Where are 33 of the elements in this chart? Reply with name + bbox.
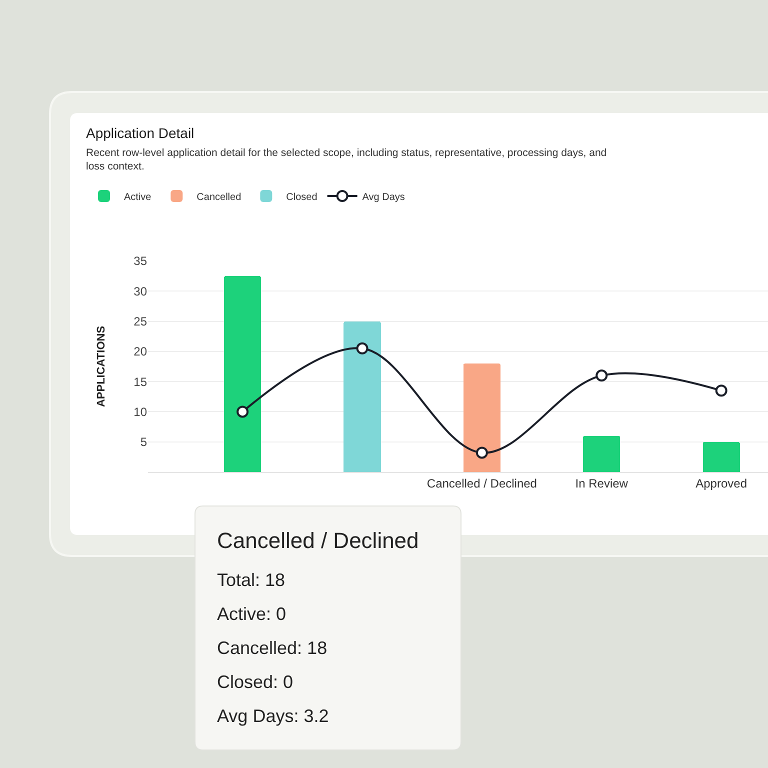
point — [476, 446, 488, 459]
x-tick-label: In Review — [575, 476, 628, 490]
bar — [583, 436, 620, 472]
text: Cancelled: 18 — [217, 638, 328, 658]
legend-label: Active — [124, 192, 152, 203]
point — [715, 384, 728, 397]
y-tick-label: 35 — [134, 254, 148, 268]
text: Cancelled / Declined — [217, 528, 419, 553]
bar — [463, 363, 500, 472]
chart-title: Application Detail — [86, 125, 194, 141]
y-tick-label: 30 — [134, 284, 148, 298]
y-axis-title: APPLICATIONS — [95, 326, 108, 408]
point — [236, 406, 249, 418]
bar — [702, 442, 740, 472]
point — [596, 370, 608, 382]
bar — [224, 276, 262, 472]
y-tick-label: 25 — [134, 314, 148, 328]
x-tick-label: Approved — [696, 476, 748, 490]
y-tick-label: 20 — [134, 344, 148, 359]
legend-label: Closed — [286, 192, 318, 203]
point — [356, 342, 368, 354]
y-tick-label: 10 — [134, 404, 148, 419]
legend-label: Cancelled — [196, 192, 242, 203]
text: Total: 18 — [217, 570, 286, 590]
y-tick-label: 5 — [140, 435, 148, 450]
text: Avg Days: 3.2 — [217, 706, 329, 726]
bar — [344, 321, 381, 472]
y-tick-label: 15 — [134, 374, 148, 389]
chart-subtitle: Recent row-level application detail for the selected scope, including status, representative, processing days, and loss context. — [86, 147, 607, 173]
x-tick-label: Cancelled / Declined — [426, 476, 537, 490]
text: Active: 0 — [217, 604, 286, 624]
legend-label: Avg Days — [362, 192, 405, 203]
text: Closed: 0 — [217, 672, 294, 692]
